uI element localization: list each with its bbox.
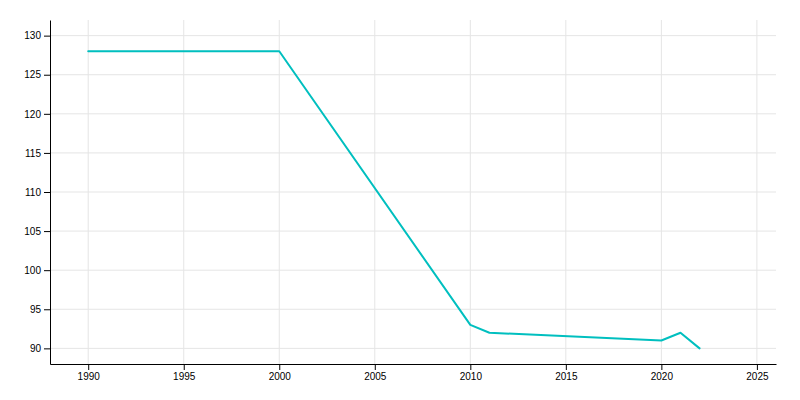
y-grid-line <box>50 113 776 114</box>
y-tick: 120 <box>24 109 50 120</box>
x-tick-label: 2015 <box>555 371 578 382</box>
y-grid-line <box>50 231 776 232</box>
y-tick: 125 <box>24 69 50 80</box>
x-tick: 2010 <box>460 364 483 382</box>
y-tick-label: 90 <box>30 343 42 354</box>
x-axis-line <box>51 364 777 365</box>
x-tick-label: 1990 <box>78 371 101 382</box>
y-tick-mark <box>44 153 50 154</box>
y-grid-line <box>50 35 776 36</box>
y-tick: 100 <box>24 265 50 276</box>
x-axis: 1990 1995 2000 2005 2010 2015 2020 2025 <box>51 364 777 382</box>
x-tick-label: 2020 <box>651 371 674 382</box>
y-tick-mark <box>44 309 50 310</box>
y-tick-mark <box>44 348 50 349</box>
y-tick-mark <box>44 114 50 115</box>
y-tick: 90 <box>30 343 50 354</box>
y-tick-label: 100 <box>24 265 41 276</box>
x-tick: 2000 <box>269 364 292 382</box>
y-tick-mark <box>44 75 50 76</box>
data-line <box>88 51 699 348</box>
chart-svg: 1990 1995 2000 2005 2010 2015 2020 2025 90 95 100 1… <box>0 0 800 400</box>
y-tick-label: 110 <box>25 187 41 198</box>
y-axis-line <box>50 21 51 365</box>
x-tick: 1990 <box>78 364 101 382</box>
x-tick-mark <box>375 364 376 370</box>
x-tick-mark <box>757 364 758 370</box>
grid <box>50 20 776 364</box>
x-tick-mark <box>470 364 471 370</box>
y-tick-mark <box>44 231 50 232</box>
y-grid-line <box>50 270 776 271</box>
y-tick-mark <box>44 270 50 271</box>
x-tick: 1995 <box>173 364 196 382</box>
y-tick-mark <box>44 192 50 193</box>
x-tick-label: 2010 <box>460 371 483 382</box>
x-tick-mark <box>88 364 89 370</box>
chart-container: 1990 1995 2000 2005 2010 2015 2020 2025 90 95 100 1… <box>0 0 800 400</box>
x-tick-mark <box>184 364 185 370</box>
y-tick: 115 <box>25 148 50 159</box>
x-tick-label: 2005 <box>364 371 387 382</box>
y-axis: 90 95 100 105 110 115 120 125 130 <box>24 21 50 365</box>
y-tick: 130 <box>24 30 50 41</box>
x-tick: 2015 <box>555 364 578 382</box>
y-tick-label: 95 <box>30 304 42 315</box>
y-grid-line <box>50 192 776 193</box>
plot-area <box>88 51 699 348</box>
x-tick: 2020 <box>651 364 674 382</box>
y-grid-line <box>50 74 776 75</box>
y-tick-label: 130 <box>24 30 41 41</box>
y-tick-label: 105 <box>24 226 41 237</box>
y-tick-label: 115 <box>25 148 41 159</box>
y-tick-label: 120 <box>24 109 41 120</box>
x-tick: 2005 <box>364 364 387 382</box>
y-tick: 105 <box>24 226 50 237</box>
y-grid-line <box>50 309 776 310</box>
x-tick: 2025 <box>746 364 769 382</box>
y-grid-line <box>50 348 776 349</box>
x-tick-label: 2000 <box>269 371 292 382</box>
x-tick-label: 2025 <box>746 371 769 382</box>
x-tick-mark <box>661 364 662 370</box>
x-tick-mark <box>279 364 280 370</box>
x-tick-label: 1995 <box>173 371 196 382</box>
y-tick-label: 125 <box>24 69 41 80</box>
y-tick: 95 <box>30 304 50 315</box>
y-tick: 110 <box>25 187 50 198</box>
y-tick-mark <box>44 36 50 37</box>
x-tick-mark <box>566 364 567 370</box>
y-grid-line <box>50 152 776 153</box>
